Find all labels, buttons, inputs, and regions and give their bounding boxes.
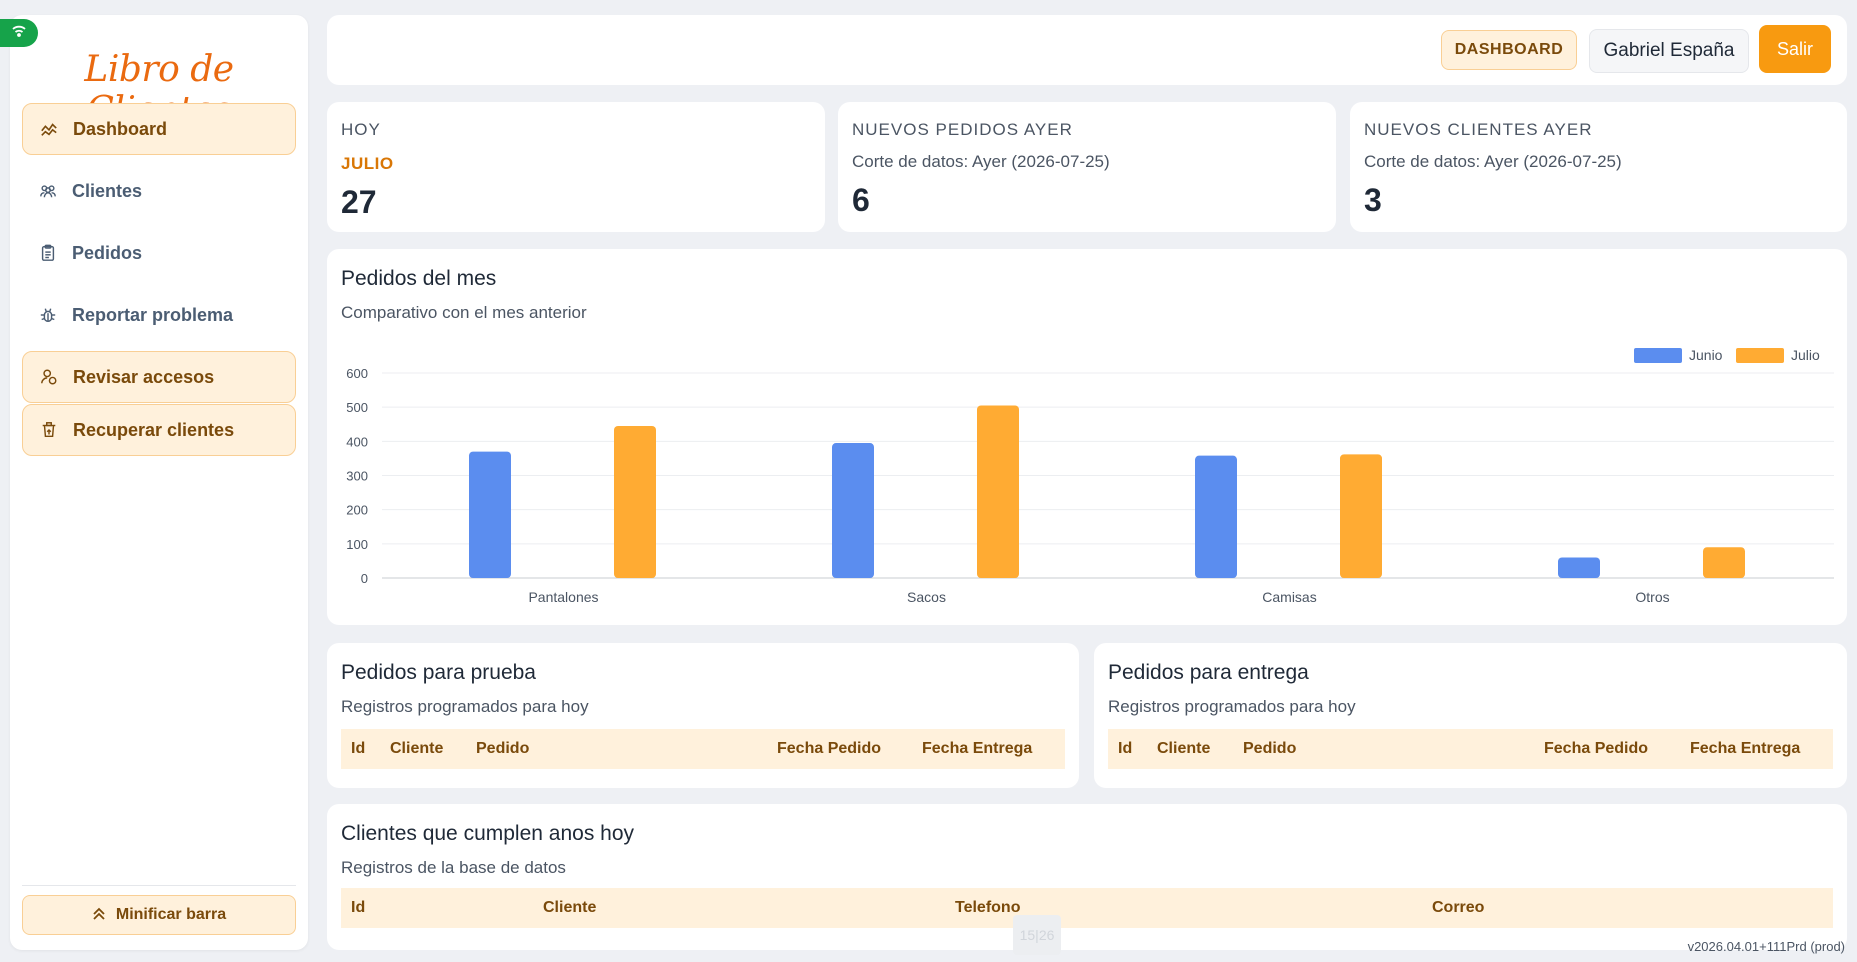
legend-swatch: [1736, 348, 1784, 363]
sidebar-item-dashboard[interactable]: Dashboard: [22, 103, 296, 155]
column-header[interactable]: Pedido: [1243, 740, 1297, 757]
stat-month: JULIO: [341, 154, 394, 173]
column-header[interactable]: Fecha Entrega: [922, 740, 1033, 757]
connection-status-badge[interactable]: [0, 19, 38, 47]
stat-card-orders-yesterday: NUEVOS PEDIDOS AYER Corte de datos: Ayer…: [838, 102, 1336, 232]
users-icon: [38, 181, 58, 201]
column-header[interactable]: Id: [351, 740, 366, 757]
bar-junio-pantalones: [469, 451, 511, 578]
column-header[interactable]: Correo: [1432, 899, 1485, 916]
sidebar-item-label: Revisar accesos: [73, 366, 215, 387]
column-header[interactable]: Cliente: [1157, 740, 1211, 757]
orders-chart-card: Pedidos del mes Comparativo con el mes a…: [327, 249, 1847, 625]
trash-restore-icon: [39, 420, 59, 440]
birthdays-card: Clientes que cumplen anos hoy Registros …: [327, 804, 1847, 950]
delivery-orders-table-header: Id Cliente Pedido Fecha Pedido Fecha Ent…: [1108, 729, 1833, 769]
delivery-orders-title: Pedidos para entrega: [1108, 661, 1309, 684]
stat-value: 27: [341, 184, 377, 220]
y-tick-label: 100: [346, 537, 368, 552]
sidebar-item-label: Reportar problema: [72, 304, 234, 325]
x-tick-label: Otros: [1635, 589, 1669, 605]
minify-label: Minificar barra: [115, 906, 227, 923]
bar-junio-camisas: [1195, 455, 1237, 578]
column-header[interactable]: Cliente: [390, 740, 444, 757]
faded-overlay-counter: 15|26: [1013, 915, 1061, 955]
user-name-button[interactable]: Gabriel España: [1589, 29, 1749, 73]
clipboard-icon: [38, 243, 58, 263]
delivery-orders-card: Pedidos para entrega Registros programad…: [1094, 643, 1847, 788]
stat-sub: Corte de datos: Ayer (2026-07-25): [852, 152, 1110, 171]
column-header[interactable]: Id: [351, 899, 366, 916]
delivery-orders-subtitle: Registros programados para hoy: [1108, 697, 1356, 716]
birthdays-subtitle: Registros de la base de datos: [341, 858, 566, 877]
stat-sub: Corte de datos: Ayer (2026-07-25): [1364, 152, 1622, 171]
y-tick-label: 500: [346, 400, 368, 415]
stat-label: NUEVOS CLIENTES AYER: [1364, 120, 1593, 139]
legend-label: Junio: [1689, 347, 1723, 363]
wifi-icon: [11, 24, 27, 43]
sidebar-item-label: Clientes: [72, 180, 143, 201]
birthdays-title: Clientes que cumplen anos hoy: [341, 822, 635, 845]
column-header[interactable]: Cliente: [543, 899, 597, 916]
bar-julio-sacos: [977, 405, 1019, 578]
y-tick-label: 300: [346, 469, 368, 484]
sidebar-item-reportar-problema[interactable]: Reportar problema: [22, 289, 296, 341]
sidebar-item-recuperar-clientes[interactable]: Recuperar clientes: [22, 404, 296, 456]
sidebar: Libro de Clientes Dashboard Clientes Ped…: [10, 15, 308, 950]
legend-label: Julio: [1791, 347, 1820, 363]
version-label: v2026.04.01+111Prd (prod): [1687, 939, 1845, 954]
test-orders-table-header: Id Cliente Pedido Fecha Pedido Fecha Ent…: [341, 729, 1065, 769]
y-tick-label: 200: [346, 503, 368, 518]
x-tick-label: Pantalones: [528, 589, 598, 605]
bar-julio-pantalones: [614, 425, 656, 578]
y-tick-label: 0: [361, 571, 368, 586]
column-header[interactable]: Pedido: [476, 740, 530, 757]
dashboard-breadcrumb-button[interactable]: DASHBOARD: [1441, 30, 1577, 70]
top-header: DASHBOARD Gabriel España Salir: [327, 15, 1847, 85]
sidebar-item-clientes[interactable]: Clientes: [22, 165, 296, 217]
column-header[interactable]: Id: [1118, 740, 1133, 757]
column-header[interactable]: Telefono: [955, 899, 1021, 916]
bar-junio-sacos: [832, 443, 874, 578]
stat-label: NUEVOS PEDIDOS AYER: [852, 120, 1073, 139]
chevron-double-up-icon: [92, 907, 106, 924]
stat-label: HOY: [341, 120, 381, 139]
sidebar-item-label: Recuperar clientes: [73, 419, 235, 440]
minify-sidebar-button[interactable]: Minificar barra: [22, 895, 296, 935]
test-orders-subtitle: Registros programados para hoy: [341, 697, 589, 716]
user-check-icon: [39, 367, 59, 387]
y-tick-label: 600: [346, 366, 368, 381]
test-orders-card: Pedidos para prueba Registros programado…: [327, 643, 1079, 788]
bug-icon: [38, 305, 58, 325]
legend-swatch: [1634, 348, 1682, 363]
column-header[interactable]: Fecha Pedido: [1544, 740, 1649, 757]
sidebar-divider: [22, 885, 296, 886]
chart-card-subtitle: Comparativo con el mes anterior: [341, 303, 587, 322]
sidebar-item-label: Dashboard: [73, 118, 168, 139]
sidebar-item-revisar-accesos[interactable]: Revisar accesos: [22, 351, 296, 403]
chart-line-icon: [39, 119, 59, 139]
logout-button[interactable]: Salir: [1759, 25, 1831, 73]
sidebar-item-label: Pedidos: [72, 242, 143, 263]
bar-julio-otros: [1703, 547, 1745, 578]
chart-card-title: Pedidos del mes: [341, 267, 497, 290]
orders-bar-chart: 0 100 200 300 400 500 600 Pantalones Sacos Camisa…: [346, 347, 1834, 605]
column-header[interactable]: Fecha Entrega: [1690, 740, 1801, 757]
bar-julio-camisas: [1340, 454, 1382, 578]
sidebar-item-pedidos[interactable]: Pedidos: [22, 227, 296, 279]
birthdays-table-header: Id Cliente Telefono Correo: [341, 888, 1833, 928]
column-header[interactable]: Fecha Pedido: [777, 740, 882, 757]
stat-value: 6: [852, 182, 870, 218]
stat-card-clients-yesterday: NUEVOS CLIENTES AYER Corte de datos: Aye…: [1350, 102, 1847, 232]
stat-card-today: HOY JULIO 27: [327, 102, 825, 232]
bar-junio-otros: [1558, 557, 1600, 578]
x-tick-label: Camisas: [1262, 589, 1316, 605]
stat-value: 3: [1364, 182, 1382, 218]
x-tick-label: Sacos: [907, 589, 946, 605]
test-orders-title: Pedidos para prueba: [341, 661, 536, 684]
y-tick-label: 400: [346, 434, 368, 449]
